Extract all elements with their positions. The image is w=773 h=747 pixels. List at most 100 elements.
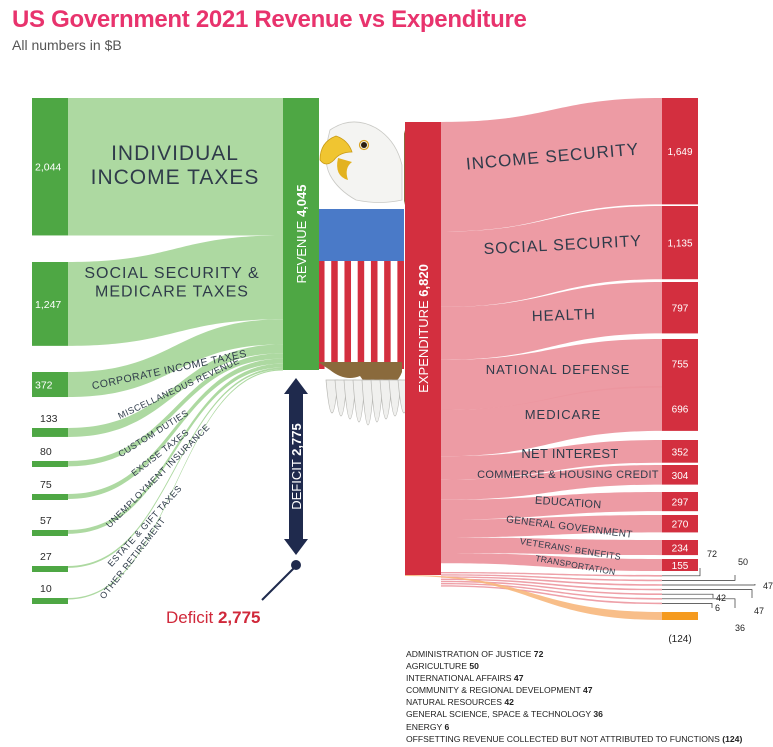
node-net-interest: [662, 440, 698, 463]
value-label-commerce-housing-credit: 304: [672, 471, 689, 482]
node-transportation: [662, 559, 698, 571]
value-label-other-retirement: 10: [40, 583, 52, 595]
chart-title: US Government 2021 Revenue vs Expenditur…: [12, 6, 527, 33]
node-offsetting-revenue: [662, 612, 698, 620]
deficit-callout: Deficit 2,775: [166, 608, 261, 628]
flow-education: [441, 492, 662, 520]
leader-community-regional-development: [662, 589, 753, 598]
small-item-name: NATURAL RESOURCES: [406, 697, 505, 708]
flow-social-security-medicare-taxes: [68, 235, 283, 346]
flow-corporate-income-taxes: [68, 319, 283, 398]
small-item-name: INTERNATIONAL AFFAIRS: [406, 673, 514, 684]
value-label-transportation: 155: [672, 561, 689, 572]
flow-income-security: [441, 98, 662, 232]
deficit-callout-text: Deficit: [166, 608, 214, 627]
expenditure-flows: [405, 98, 662, 620]
leader-energy: [662, 603, 713, 608]
small-value-administration-of-justice: 72: [707, 549, 717, 559]
node-social-security-medicare-taxes: [32, 262, 68, 346]
shield-stripe: [337, 261, 345, 369]
deficit-node-value: 2,775: [289, 423, 304, 456]
source-label-individual-income-taxes: INDIVIDUAL INCOME TAXES: [91, 142, 260, 189]
revenue-flows: [68, 98, 283, 600]
small-item-energy: ENERGY 6: [406, 721, 742, 733]
small-value-energy: 6: [715, 603, 720, 613]
flow-net-interest: [441, 440, 662, 480]
deficit-arrow-down: [284, 539, 308, 555]
small-item-name: OFFSETTING REVENUE COLLECTED BUT NOT ATT…: [406, 733, 723, 744]
small-item-international-affairs: INTERNATIONAL AFFAIRS 47: [406, 672, 742, 684]
flow-transportation: [441, 553, 662, 571]
shield-stripe: [344, 261, 352, 369]
value-label-individual-income-taxes: 2,044: [35, 162, 61, 174]
node-health: [662, 282, 698, 334]
flow-energy: [441, 585, 662, 605]
small-item-name: ADMINISTRATION OF JUSTICE: [406, 649, 534, 659]
shield-stripe: [324, 261, 332, 369]
deficit-callout-line: [261, 565, 297, 601]
value-label-health: 797: [672, 304, 689, 315]
deficit-callout-dot: [291, 560, 301, 570]
value-label-general-government: 270: [672, 520, 689, 531]
source-label-line: SOCIAL SECURITY &: [84, 265, 259, 282]
flow-social-security: [441, 206, 662, 307]
flow-medicare: [441, 386, 662, 457]
deficit-node-label-text: DEFICIT: [289, 456, 304, 510]
flow-estate-gift-taxes: [68, 367, 283, 568]
small-item-value: (124): [722, 733, 743, 744]
node-unemployment-insurance: [32, 530, 68, 536]
flow-miscellaneous-revenue: [68, 344, 283, 437]
value-label-net-interest: 352: [672, 447, 689, 458]
flow-international-affairs: [441, 576, 662, 586]
deficit-node-label: DEFICIT 2,775: [289, 423, 304, 509]
shield-chief: [318, 209, 404, 261]
shield-stripe: [377, 261, 385, 369]
flow-excise-taxes: [68, 358, 283, 500]
small-item-name: AGRICULTURE: [406, 661, 470, 672]
node-veterans-benefits: [662, 540, 698, 556]
source-label-social-security-medicare-taxes: SOCIAL SECURITY & MEDICARE TAXES: [84, 265, 259, 300]
node-miscellaneous-revenue: [32, 428, 68, 437]
small-item-general-science-space-technology: GENERAL SCIENCE, SPACE & TECHNOLOGY 36: [406, 708, 742, 720]
small-value-general-science-space-technology: 36: [735, 623, 745, 633]
eagle-talons: [318, 362, 402, 386]
value-label-excise-taxes: 75: [40, 479, 52, 491]
node-individual-income-taxes: [32, 98, 68, 236]
value-label-education: 297: [672, 498, 689, 509]
deficit-bar: [289, 392, 303, 541]
flow-unemployment-insurance: [68, 363, 283, 534]
source-label-line: MEDICARE TAXES: [95, 283, 249, 300]
shield-stripe: [357, 261, 365, 369]
flow-national-defense: [441, 339, 662, 411]
node-commerce-housing-credit: [662, 465, 698, 485]
value-label-corporate-income-taxes: 372: [35, 380, 53, 392]
value-label-custom-duties: 80: [40, 446, 52, 458]
node-general-government: [662, 515, 698, 533]
leader-agriculture: [662, 575, 736, 581]
expenditure-node: [405, 122, 441, 575]
eagle-emblem: [311, 121, 411, 426]
expense-label-medicare: MEDICARE: [525, 407, 602, 422]
small-item-name: COMMUNITY & REGIONAL DEVELOPMENT: [406, 685, 583, 696]
flow-administration-of-justice: [441, 572, 662, 577]
node-medicare: [662, 386, 698, 431]
shield-stripe: [331, 261, 338, 369]
eagle-eye: [361, 142, 367, 148]
flow-general-science-space-technology: [441, 583, 662, 600]
leader-general-science-space-technology: [662, 598, 736, 608]
value-label-social-security-medicare-taxes: 1,247: [35, 299, 61, 311]
small-value-natural-resources: 42: [716, 593, 726, 603]
expenditure-node-total: 6,820: [416, 264, 431, 297]
flow-veterans-benefits: [441, 537, 662, 556]
shield-stripe: [390, 261, 398, 369]
small-item-natural-resources: NATURAL RESOURCES 42: [406, 696, 742, 708]
node-social-security: [662, 206, 698, 280]
shield-stripe: [351, 261, 358, 369]
expense-label-net-interest: NET INTEREST: [521, 446, 618, 461]
shield-stripes: [318, 261, 404, 369]
small-item-value: 6: [444, 721, 450, 732]
leader-natural-resources: [662, 593, 714, 598]
flow-health: [441, 282, 662, 360]
small-value-agriculture: 50: [738, 557, 748, 567]
